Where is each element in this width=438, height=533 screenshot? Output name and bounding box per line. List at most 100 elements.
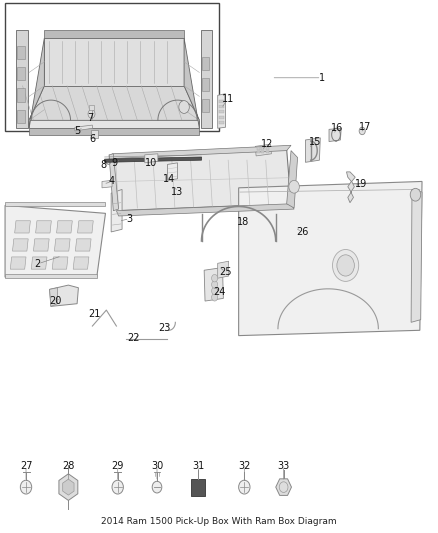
Bar (202, 99, 209, 112)
Circle shape (359, 127, 365, 135)
Bar (17, 67, 25, 80)
Text: 20: 20 (49, 296, 61, 306)
Text: 6: 6 (89, 134, 95, 144)
Polygon shape (5, 201, 106, 206)
Polygon shape (112, 146, 291, 159)
Text: 33: 33 (278, 461, 290, 471)
Text: 4: 4 (109, 176, 115, 187)
Polygon shape (44, 30, 184, 38)
Bar (17, 46, 25, 59)
Polygon shape (78, 221, 93, 233)
Bar (202, 78, 209, 91)
Polygon shape (255, 144, 272, 156)
Polygon shape (201, 30, 212, 128)
Circle shape (212, 294, 218, 301)
Text: 24: 24 (213, 287, 225, 297)
Polygon shape (63, 479, 74, 495)
Polygon shape (29, 38, 44, 128)
Polygon shape (14, 221, 30, 233)
Circle shape (239, 480, 250, 494)
Text: 28: 28 (62, 461, 74, 471)
Circle shape (332, 249, 359, 281)
Polygon shape (16, 30, 28, 128)
Circle shape (112, 480, 124, 494)
Text: 25: 25 (219, 267, 232, 277)
Polygon shape (411, 189, 422, 322)
Polygon shape (218, 261, 229, 278)
Bar (266, 151, 269, 154)
Text: 16: 16 (331, 123, 343, 133)
Text: 12: 12 (261, 139, 273, 149)
Polygon shape (117, 204, 294, 216)
Text: 10: 10 (145, 158, 157, 168)
Polygon shape (105, 157, 201, 163)
Polygon shape (31, 257, 47, 269)
Bar (202, 56, 209, 70)
Circle shape (337, 255, 354, 276)
Bar (219, 110, 224, 114)
Circle shape (152, 481, 162, 493)
Polygon shape (54, 239, 70, 251)
Polygon shape (346, 172, 355, 203)
Text: 30: 30 (151, 461, 163, 471)
Circle shape (179, 101, 189, 114)
Bar (261, 147, 265, 150)
Text: 17: 17 (359, 122, 371, 132)
Circle shape (106, 159, 111, 165)
Polygon shape (5, 274, 97, 278)
Polygon shape (75, 125, 92, 131)
Text: 22: 22 (127, 333, 140, 343)
Text: 19: 19 (355, 179, 367, 189)
Bar (89, 106, 94, 110)
Polygon shape (29, 86, 199, 120)
Circle shape (212, 287, 218, 295)
Text: 2014 Ram 1500 Pick-Up Box With Ram Box Diagram: 2014 Ram 1500 Pick-Up Box With Ram Box D… (101, 517, 337, 526)
Polygon shape (287, 151, 297, 208)
Circle shape (410, 188, 421, 201)
Circle shape (289, 180, 299, 193)
Bar (17, 110, 25, 123)
Bar (5, 3, 219, 131)
Text: 8: 8 (100, 160, 106, 171)
Polygon shape (276, 479, 291, 495)
Bar (219, 100, 224, 103)
Polygon shape (52, 257, 68, 269)
Text: 21: 21 (88, 309, 101, 319)
Polygon shape (11, 257, 26, 269)
Polygon shape (59, 474, 78, 500)
Text: 23: 23 (158, 322, 171, 333)
Text: 29: 29 (112, 461, 124, 471)
Circle shape (212, 281, 218, 288)
Text: 32: 32 (238, 461, 251, 471)
Polygon shape (305, 138, 320, 163)
Bar (191, 479, 205, 496)
Text: 1: 1 (318, 73, 325, 83)
Bar (219, 105, 224, 108)
Polygon shape (5, 205, 106, 277)
Bar (257, 151, 260, 154)
Text: 26: 26 (296, 227, 308, 237)
Bar (266, 147, 269, 150)
Bar (219, 116, 224, 119)
Polygon shape (49, 288, 57, 306)
Polygon shape (167, 163, 177, 180)
Bar (219, 121, 224, 124)
Circle shape (212, 274, 218, 282)
Polygon shape (29, 120, 199, 128)
Polygon shape (12, 239, 28, 251)
Polygon shape (73, 257, 89, 269)
Polygon shape (239, 181, 422, 336)
Bar (91, 131, 98, 138)
Text: 7: 7 (87, 112, 93, 123)
Text: 2: 2 (35, 259, 41, 269)
Text: 14: 14 (162, 174, 175, 184)
Bar (261, 151, 265, 154)
Text: 13: 13 (171, 187, 184, 197)
Polygon shape (329, 128, 341, 142)
Text: 3: 3 (127, 214, 133, 224)
Polygon shape (35, 221, 51, 233)
Polygon shape (204, 268, 223, 301)
Polygon shape (218, 94, 226, 128)
Text: 9: 9 (111, 158, 117, 168)
Polygon shape (44, 38, 184, 86)
